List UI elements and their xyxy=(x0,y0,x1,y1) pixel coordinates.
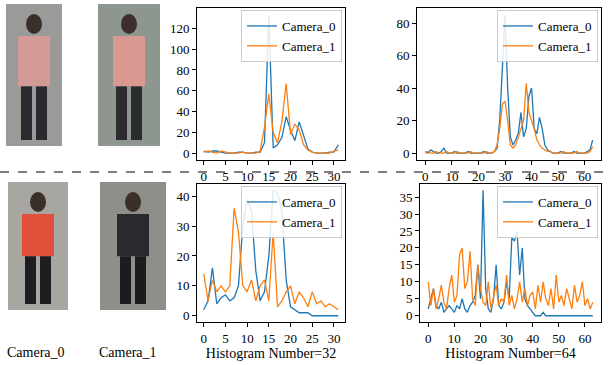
svg-text:60: 60 xyxy=(578,331,591,346)
svg-text:60: 60 xyxy=(578,169,591,184)
svg-text:0: 0 xyxy=(200,169,207,184)
svg-text:0: 0 xyxy=(183,308,190,323)
svg-text:10: 10 xyxy=(445,169,458,184)
svg-text:30: 30 xyxy=(327,331,340,346)
svg-text:10: 10 xyxy=(241,331,254,346)
svg-text:40: 40 xyxy=(525,169,538,184)
svg-text:Camera_0: Camera_0 xyxy=(7,345,65,360)
svg-text:10: 10 xyxy=(241,169,254,184)
svg-text:60: 60 xyxy=(176,83,189,98)
svg-text:40: 40 xyxy=(176,104,189,119)
svg-text:30: 30 xyxy=(176,219,189,234)
svg-text:0: 0 xyxy=(183,146,190,161)
svg-text:20: 20 xyxy=(176,125,189,140)
svg-text:5: 5 xyxy=(222,169,229,184)
svg-text:80: 80 xyxy=(396,16,409,31)
svg-text:20: 20 xyxy=(284,331,297,346)
svg-text:Camera_0: Camera_0 xyxy=(282,195,335,210)
svg-text:10: 10 xyxy=(399,274,412,289)
svg-text:5: 5 xyxy=(222,331,229,346)
svg-text:0: 0 xyxy=(403,146,410,161)
svg-text:25: 25 xyxy=(306,331,319,346)
svg-text:25: 25 xyxy=(399,224,412,239)
svg-text:20: 20 xyxy=(399,240,412,255)
svg-text:40: 40 xyxy=(396,81,409,96)
svg-text:Histogram Number=64: Histogram Number=64 xyxy=(445,346,575,361)
svg-text:Camera_0: Camera_0 xyxy=(538,19,591,34)
svg-text:10: 10 xyxy=(176,278,189,293)
svg-text:Camera_0: Camera_0 xyxy=(282,19,335,34)
svg-text:30: 30 xyxy=(500,331,513,346)
svg-text:15: 15 xyxy=(262,331,275,346)
svg-text:Histogram Number=32: Histogram Number=32 xyxy=(206,346,336,361)
svg-text:5: 5 xyxy=(406,291,413,306)
svg-text:100: 100 xyxy=(170,42,190,57)
svg-text:20: 20 xyxy=(474,331,487,346)
svg-text:Camera_1: Camera_1 xyxy=(282,39,335,54)
svg-text:Camera_1: Camera_1 xyxy=(282,215,335,230)
svg-text:Camera_1: Camera_1 xyxy=(538,215,591,230)
svg-text:Camera_0: Camera_0 xyxy=(538,195,591,210)
svg-text:40: 40 xyxy=(526,331,539,346)
svg-text:30: 30 xyxy=(327,169,340,184)
svg-text:Camera_1: Camera_1 xyxy=(538,39,591,54)
svg-text:30: 30 xyxy=(499,169,512,184)
svg-text:0: 0 xyxy=(422,169,429,184)
svg-text:15: 15 xyxy=(262,169,275,184)
svg-text:20: 20 xyxy=(284,169,297,184)
svg-text:60: 60 xyxy=(396,48,409,63)
svg-text:20: 20 xyxy=(396,113,409,128)
svg-text:10: 10 xyxy=(448,331,461,346)
svg-text:0: 0 xyxy=(406,308,413,323)
svg-text:30: 30 xyxy=(399,207,412,222)
svg-text:15: 15 xyxy=(399,257,412,272)
svg-text:50: 50 xyxy=(552,169,565,184)
svg-text:0: 0 xyxy=(425,331,432,346)
svg-text:35: 35 xyxy=(399,190,412,205)
svg-text:50: 50 xyxy=(552,331,565,346)
svg-text:20: 20 xyxy=(472,169,485,184)
svg-text:80: 80 xyxy=(176,63,189,78)
svg-text:120: 120 xyxy=(170,21,190,36)
svg-text:Camera_1: Camera_1 xyxy=(99,345,157,360)
svg-text:0: 0 xyxy=(200,331,207,346)
svg-text:40: 40 xyxy=(176,189,189,204)
svg-text:20: 20 xyxy=(176,249,189,264)
svg-text:25: 25 xyxy=(306,169,319,184)
